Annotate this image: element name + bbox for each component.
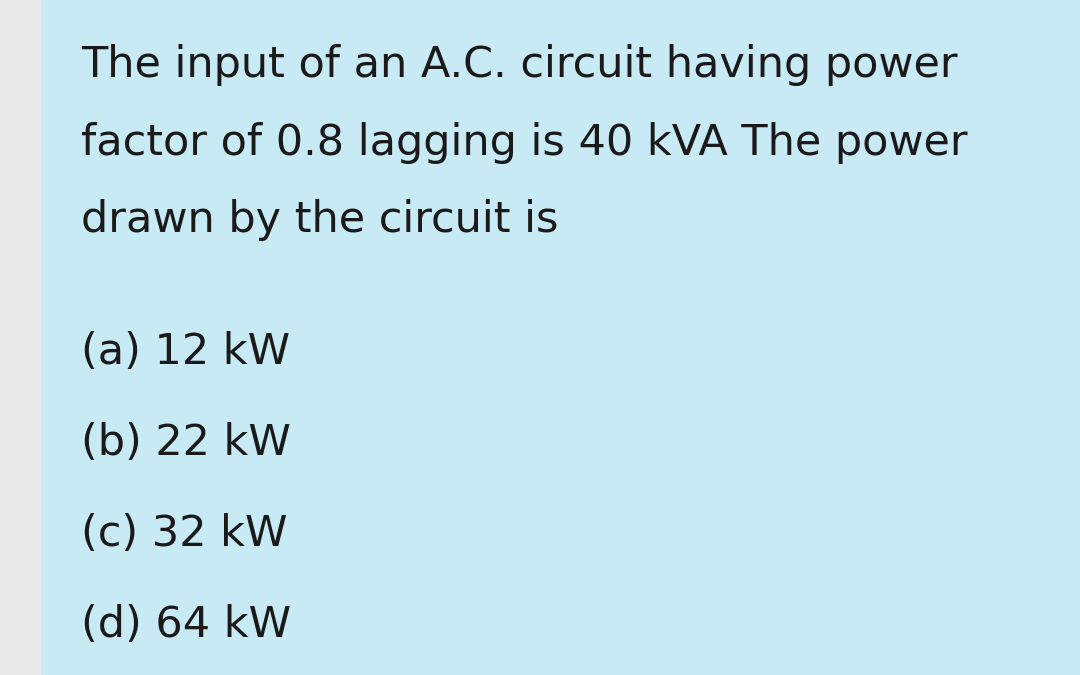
Text: drawn by the circuit is: drawn by the circuit is — [81, 199, 558, 241]
Text: (d) 64 kW: (d) 64 kW — [81, 604, 292, 646]
Text: The input of an A.C. circuit having power: The input of an A.C. circuit having powe… — [81, 44, 958, 86]
Text: factor of 0.8 lagging is 40 kVA The power: factor of 0.8 lagging is 40 kVA The powe… — [81, 122, 968, 163]
Text: (c) 32 kW: (c) 32 kW — [81, 513, 287, 555]
Text: (a) 12 kW: (a) 12 kW — [81, 331, 291, 373]
FancyBboxPatch shape — [41, 0, 1080, 675]
Text: (b) 22 kW: (b) 22 kW — [81, 422, 291, 464]
